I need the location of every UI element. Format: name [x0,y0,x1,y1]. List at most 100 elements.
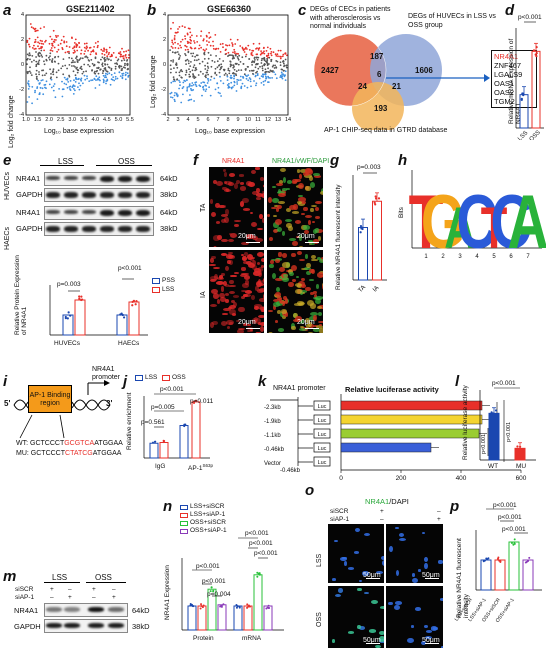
data-point [78,295,81,298]
cell [300,213,305,216]
ma-point [62,73,65,76]
cell [245,280,249,285]
legend-n-swatch [180,521,188,526]
bar [207,588,217,631]
ma-point [175,71,177,74]
x-tick-label: LSS [517,130,529,140]
ma-point [252,42,255,45]
cell [273,205,279,208]
tick-label: 6 [206,117,210,123]
ma-point [80,68,83,71]
data-point [163,439,166,442]
ma-point [280,68,283,71]
bar [159,442,169,459]
ma-point [173,37,176,39]
ma-point [176,78,179,81]
bar-chart-n [181,537,284,631]
ma-point [114,67,117,70]
ma-point [184,49,187,51]
cell [263,183,264,189]
mu-sequence: MU: GCTCCCTCTATCGATGGAA [16,450,122,457]
ma-point [214,71,217,74]
venn-n-top: 187 [370,52,384,61]
motif-letter: C [490,180,531,265]
ma-point [226,74,229,76]
ma-point [68,75,71,78]
ma-point [194,83,197,86]
cell [215,220,221,224]
data-point [516,445,519,448]
panel-n-p3: p=0.004 [207,591,231,598]
cell [220,320,227,326]
cell [278,276,283,280]
ma-point [214,88,217,91]
ma-point [248,58,251,60]
cell [255,318,261,325]
ma-point [53,83,56,85]
ma-point [226,75,229,78]
bar [488,412,500,461]
blot-m-row1: NR4A1 [14,606,39,615]
cell [309,268,314,274]
tick-label: 5.0 [114,117,123,123]
ma-point [205,71,208,74]
cell [210,322,215,329]
ma-point [54,96,57,99]
ma-point [170,59,172,62]
ma-point [284,79,287,81]
ma-point [205,34,208,37]
ma-point [97,44,99,47]
ma-point [105,48,108,51]
data-point [222,603,225,606]
ma-point [29,72,32,74]
cell [281,253,288,258]
ma-point [41,87,44,90]
ma-point [172,59,175,61]
cell [260,265,264,269]
ma-point [191,84,193,87]
cell [304,267,311,271]
ma-point [57,55,60,58]
cell [424,563,428,570]
ma-point [217,47,220,50]
blot-band [136,226,150,232]
cell [295,178,301,183]
three-prime: 3' [106,399,113,408]
cell [280,168,287,173]
ma-point [219,68,221,71]
cell [308,315,317,321]
ma-point [194,69,196,72]
blot-band [64,623,80,628]
ma-point [169,64,172,67]
ma-point [202,86,204,89]
data-point [80,295,83,298]
ma-point [266,62,269,65]
cell [298,183,305,190]
ma-point [61,80,63,83]
scale-f-3: 20μm [238,319,256,326]
panel-n-p5: p<0.001 [249,540,273,547]
cell [261,192,264,199]
cell [334,540,338,543]
ma-point [102,81,105,84]
ma-point [180,101,183,104]
ma-point [41,79,44,81]
ma-point [270,51,273,53]
ma-point [170,27,172,30]
tick-label: 4.0 [91,117,100,123]
ma-point [35,51,37,53]
blot-band [136,192,150,198]
cell [257,322,262,326]
cell [256,261,261,265]
ma-point [80,65,83,68]
ma-point [267,54,270,57]
ma-point [186,40,189,43]
tick-label: -2 [19,87,24,93]
ma-point [211,59,214,62]
ap1-binding-box: AP-1 Binding region [28,385,72,413]
cell [275,219,283,226]
panel-n-p4: p<0.001 [245,530,269,537]
ma-point [124,73,127,76]
ma-point [235,90,238,92]
